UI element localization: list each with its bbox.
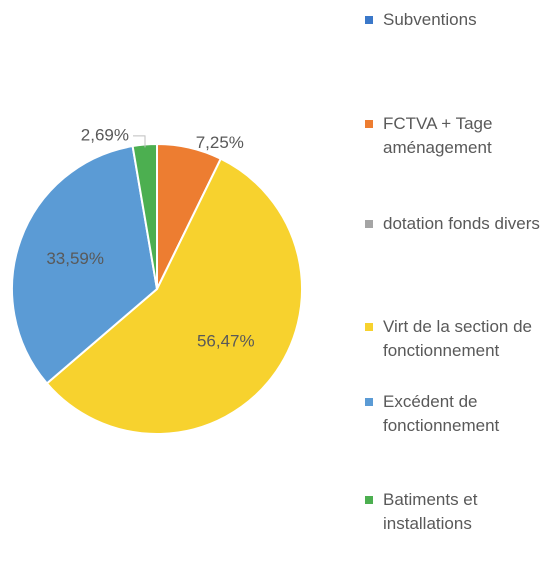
pie-slice [11, 144, 159, 385]
legend-item: dotation fonds divers [365, 212, 555, 236]
legend-swatch [365, 16, 373, 24]
legend-item: Excédent de fonctionnement [365, 390, 555, 438]
legend-label: Virt de la section de fonctionnement [383, 317, 532, 360]
legend-swatch [365, 220, 373, 228]
legend-item: FCTVA + Tage aménagement [365, 112, 555, 160]
legend-swatch [365, 120, 373, 128]
legend-swatch [365, 398, 373, 406]
legend-swatch [365, 496, 373, 504]
legend-label: Excédent de fonctionnement [383, 392, 500, 435]
data-label: 33,59% [46, 249, 104, 268]
data-label: 56,47% [197, 332, 255, 351]
legend-item: Subventions [365, 8, 555, 32]
legend-item: Virt de la section de fonctionnement [365, 315, 555, 363]
leader-line [133, 135, 146, 148]
legend-swatch [365, 323, 373, 331]
pie-slice [45, 157, 303, 435]
data-label: 2,69% [81, 125, 129, 144]
legend-label: Batiments et installations [383, 490, 478, 533]
legend-label: Subventions [383, 10, 477, 29]
legend-label: FCTVA + Tage aménagement [383, 114, 493, 157]
legend-item: Batiments et installations [365, 488, 555, 536]
data-label: 7,25% [196, 133, 244, 152]
legend-label: dotation fonds divers [383, 214, 540, 233]
